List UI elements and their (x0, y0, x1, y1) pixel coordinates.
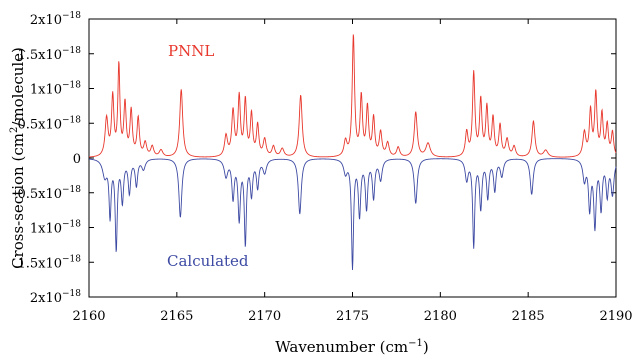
x-tick-label: 2175 (336, 309, 369, 324)
y-tick-label: 1.5x10−18 (17, 46, 81, 63)
y-tick-label: 1.5x10−18 (17, 254, 81, 271)
x-tick-labels: 2160 2165 2170 2175 2180 2185 2190 (72, 309, 632, 324)
x-axis-title: Wavenumber (cm−1) (275, 338, 428, 356)
y-tick-label: 2x10−18 (30, 289, 81, 306)
series-line-calculated (88, 158, 617, 270)
x-tick-label: 2165 (160, 309, 193, 324)
x-tick-label: 2190 (599, 309, 632, 324)
series-line-pnnl (88, 34, 617, 158)
y-tick-label: 2x10−18 (30, 11, 81, 28)
y-tick-label: 0 (73, 152, 81, 167)
y-tick-label: 1x10−18 (30, 81, 81, 98)
x-tick-label: 2160 (72, 309, 105, 324)
series-label-pnnl: PNNL (168, 42, 214, 60)
y-tick-label: 0.5x10−18 (17, 185, 81, 202)
series-label-calculated: Calculated (167, 252, 249, 270)
y-axis-title: Cross-section (cm2/molecule) (9, 47, 27, 269)
x-tick-label: 2170 (248, 309, 281, 324)
y-tick-labels: 2x10−18 1.5x10−18 1x10−18 0.5x10−18 0 0.5x10−… (17, 11, 81, 306)
x-tick-label: 2185 (512, 309, 545, 324)
y-tick-label: 0.5x10−18 (17, 115, 81, 132)
y-tick-label: 1x10−18 (30, 220, 81, 237)
x-tick-label: 2180 (424, 309, 457, 324)
series-lines (88, 34, 617, 270)
